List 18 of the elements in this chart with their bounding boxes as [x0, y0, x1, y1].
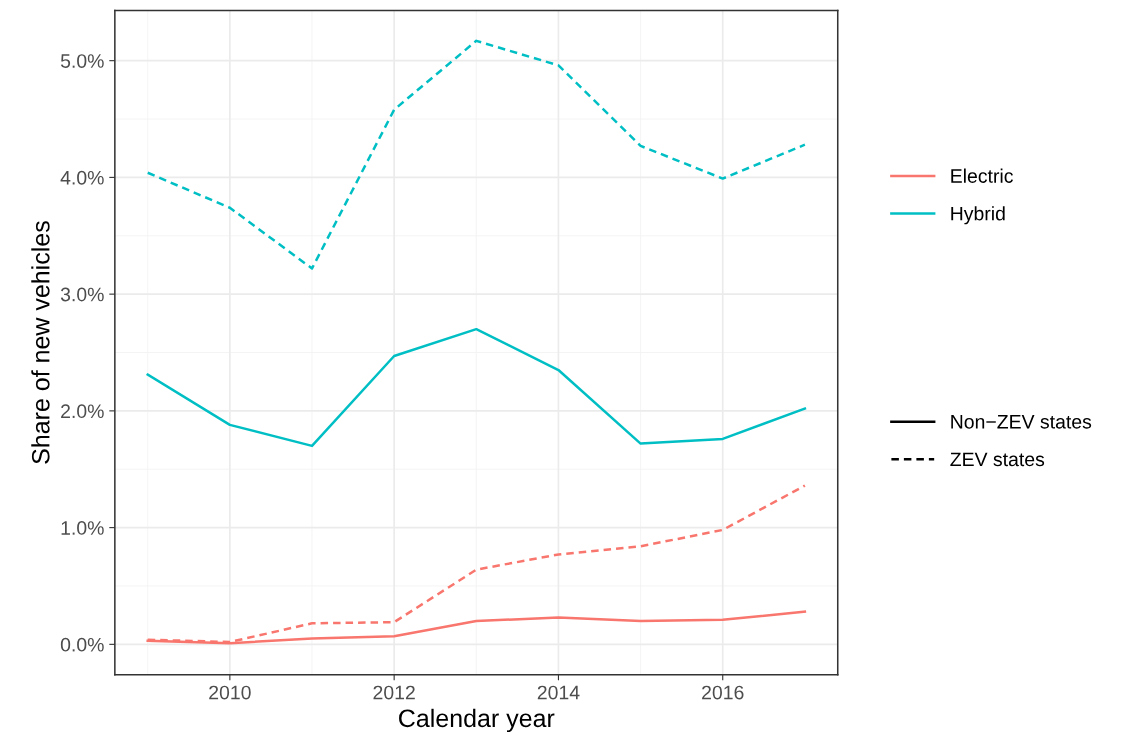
- x-axis-title: Calendar year: [399, 708, 555, 733]
- y-tick-label: 5.0%: [60, 54, 104, 68]
- text: ZEV states: [950, 452, 1045, 467]
- line-series: [146, 39, 807, 270]
- x-tick-label: 2012: [373, 685, 415, 700]
- y-tick-label: 2.0%: [61, 404, 104, 419]
- x-tick-label: 2014: [537, 685, 580, 700]
- y-tick-label: 0.0%: [60, 637, 104, 652]
- legend-label: Hybrid: [951, 206, 1005, 225]
- line-series: [146, 327, 807, 448]
- x-tick-label: 2010: [209, 685, 251, 700]
- y-axis-title: Share of new vehicles: [31, 221, 50, 464]
- y-tick-label: 3.0%: [60, 287, 104, 302]
- x-tick-label: 2016: [702, 685, 744, 700]
- text: Non−ZEV states: [951, 415, 1092, 429]
- y-tick-label: 4.0%: [60, 170, 104, 185]
- legend-label: Electric: [951, 168, 1013, 183]
- y-tick-label: 1.0%: [61, 521, 104, 535]
